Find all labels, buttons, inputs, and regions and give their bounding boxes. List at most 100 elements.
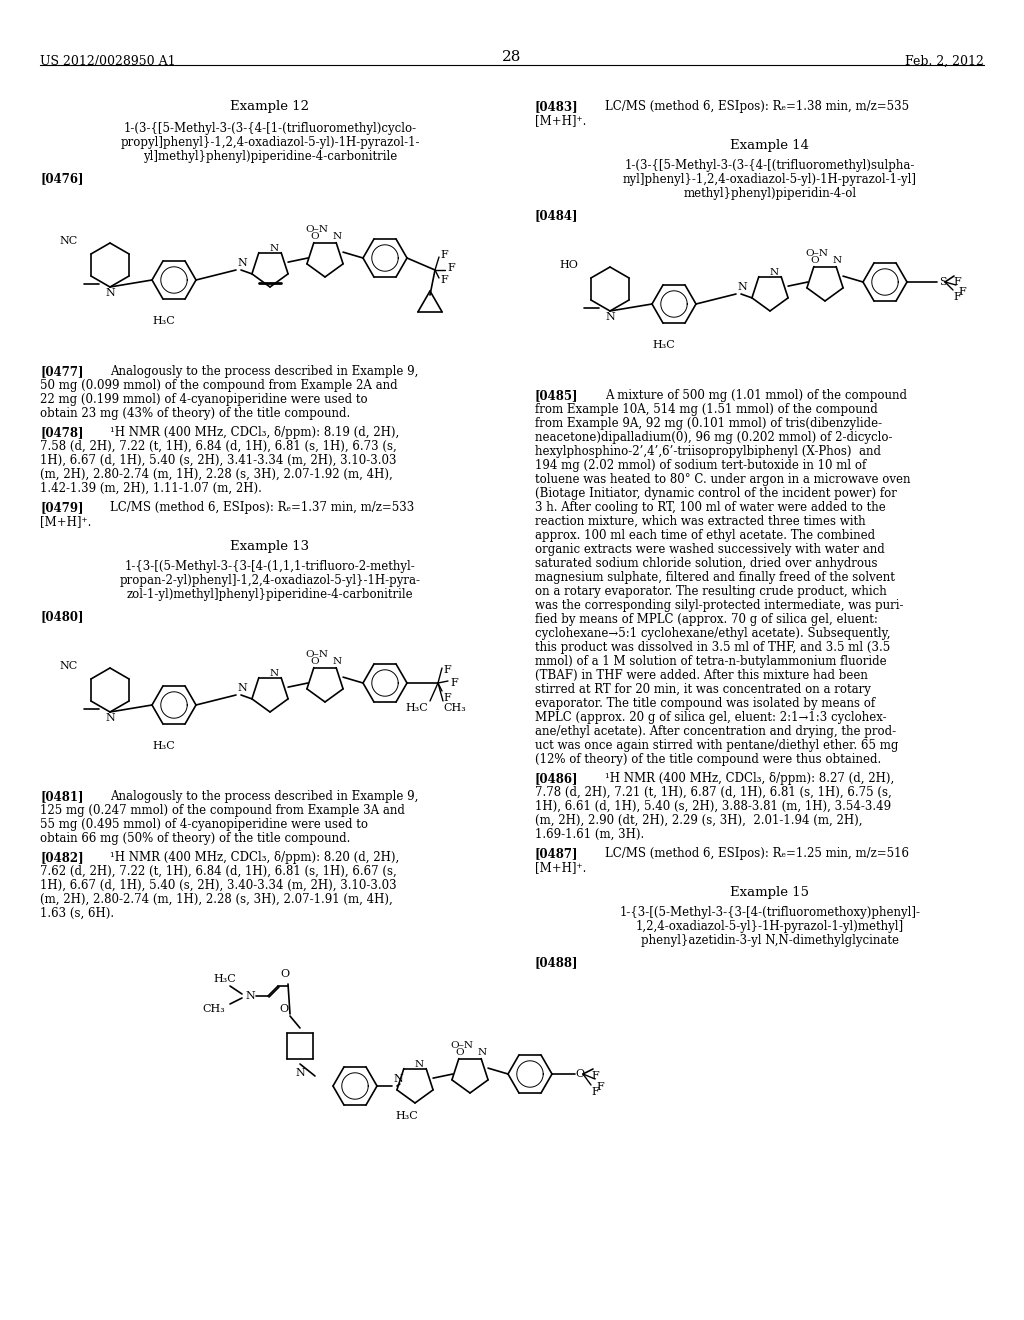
Text: 50 mg (0.099 mmol) of the compound from Example 2A and: 50 mg (0.099 mmol) of the compound from … [40, 379, 397, 392]
Text: nyl]phenyl}-1,2,4-oxadiazol-5-yl)-1H-pyrazol-1-yl]: nyl]phenyl}-1,2,4-oxadiazol-5-yl)-1H-pyr… [623, 173, 918, 186]
Text: O–N: O–N [806, 249, 828, 257]
Text: O–N: O–N [451, 1041, 473, 1049]
Text: (TBAF) in THF were added. After this mixture had been: (TBAF) in THF were added. After this mix… [535, 669, 868, 682]
Text: this product was dissolved in 3.5 ml of THF, and 3.5 ml (3.5: this product was dissolved in 3.5 ml of … [535, 642, 890, 653]
Text: 194 mg (2.02 mmol) of sodium tert-butoxide in 10 ml of: 194 mg (2.02 mmol) of sodium tert-butoxi… [535, 459, 866, 473]
Text: 22 mg (0.199 mmol) of 4-cyanopiperidine were used to: 22 mg (0.199 mmol) of 4-cyanopiperidine … [40, 393, 368, 407]
Text: reaction mixture, which was extracted three times with: reaction mixture, which was extracted th… [535, 515, 865, 528]
Text: LC/MS (method 6, ESIpos): Rₑ=1.37 min, m/z=533: LC/MS (method 6, ESIpos): Rₑ=1.37 min, m… [110, 502, 415, 513]
Text: 1,2,4-oxadiazol-5-yl}-1H-pyrazol-1-yl)methyl]: 1,2,4-oxadiazol-5-yl}-1H-pyrazol-1-yl)me… [636, 920, 904, 933]
Text: O: O [810, 256, 819, 265]
Text: organic extracts were washed successively with water and: organic extracts were washed successivel… [535, 543, 885, 556]
Text: F: F [450, 678, 458, 688]
Text: 1.42-1.39 (m, 2H), 1.11-1.07 (m, 2H).: 1.42-1.39 (m, 2H), 1.11-1.07 (m, 2H). [40, 482, 262, 495]
Text: US 2012/0028950 A1: US 2012/0028950 A1 [40, 55, 176, 69]
Text: saturated sodium chloride solution, dried over anhydrous: saturated sodium chloride solution, drie… [535, 557, 878, 570]
Text: magnesium sulphate, filtered and finally freed of the solvent: magnesium sulphate, filtered and finally… [535, 572, 895, 583]
Text: N: N [333, 232, 342, 242]
Text: N: N [769, 268, 778, 277]
Text: phenyl}azetidin-3-yl N,N-dimethylglycinate: phenyl}azetidin-3-yl N,N-dimethylglycina… [641, 935, 899, 946]
Text: F: F [440, 249, 447, 260]
Text: O: O [310, 657, 319, 667]
Text: Example 12: Example 12 [230, 100, 309, 114]
Text: was the corresponding silyl-protected intermediate, was puri-: was the corresponding silyl-protected in… [535, 599, 903, 612]
Text: (m, 2H), 2.80-2.74 (m, 1H), 2.28 (s, 3H), 2.07-1.91 (m, 4H),: (m, 2H), 2.80-2.74 (m, 1H), 2.28 (s, 3H)… [40, 894, 393, 906]
Text: ¹H NMR (400 MHz, CDCl₃, δ/ppm): 8.19 (d, 2H),: ¹H NMR (400 MHz, CDCl₃, δ/ppm): 8.19 (d,… [110, 426, 399, 440]
Text: LC/MS (method 6, ESIpos): Rₑ=1.38 min, m/z=535: LC/MS (method 6, ESIpos): Rₑ=1.38 min, m… [605, 100, 909, 114]
Text: H₃C: H₃C [406, 704, 428, 713]
Text: methyl}phenyl)piperidin-4-ol: methyl}phenyl)piperidin-4-ol [683, 187, 856, 201]
Text: 1-(3-{[5-Methyl-3-(3-{4-[(trifluoromethyl)sulpha-: 1-(3-{[5-Methyl-3-(3-{4-[(trifluoromethy… [625, 158, 915, 172]
Text: N: N [245, 991, 255, 1001]
Text: Example 15: Example 15 [730, 886, 810, 899]
Text: N: N [333, 657, 342, 667]
Text: H₃C: H₃C [153, 741, 175, 751]
Text: F: F [440, 275, 447, 285]
Text: O: O [575, 1069, 584, 1078]
Text: hexylphosphino-2’,4’,6’-triisopropylbiphenyl (X-Phos)  and: hexylphosphino-2’,4’,6’-triisopropylbiph… [535, 445, 881, 458]
Text: ¹H NMR (400 MHz, CDCl₃, δ/ppm): 8.20 (d, 2H),: ¹H NMR (400 MHz, CDCl₃, δ/ppm): 8.20 (d,… [110, 851, 399, 865]
Text: H₃C: H₃C [652, 341, 676, 350]
Text: MPLC (approx. 20 g of silica gel, eluent: 2:1→1:3 cyclohex-: MPLC (approx. 20 g of silica gel, eluent… [535, 711, 887, 723]
Text: [0485]: [0485] [535, 389, 579, 403]
Text: F: F [591, 1071, 599, 1081]
Text: A mixture of 500 mg (1.01 mmol) of the compound: A mixture of 500 mg (1.01 mmol) of the c… [605, 389, 907, 403]
Text: N: N [478, 1048, 487, 1057]
Text: 7.78 (d, 2H), 7.21 (t, 1H), 6.87 (d, 1H), 6.81 (s, 1H), 6.75 (s,: 7.78 (d, 2H), 7.21 (t, 1H), 6.87 (d, 1H)… [535, 785, 892, 799]
Text: [0486]: [0486] [535, 772, 579, 785]
Text: ane/ethyl acetate). After concentration and drying, the prod-: ane/ethyl acetate). After concentration … [535, 725, 896, 738]
Text: Feb. 2, 2012: Feb. 2, 2012 [905, 55, 984, 69]
Text: from Example 10A, 514 mg (1.51 mmol) of the compound: from Example 10A, 514 mg (1.51 mmol) of … [535, 403, 878, 416]
Text: F: F [443, 693, 451, 704]
Text: 1-{3-[(5-Methyl-3-{3-[4-(1,1,1-trifluoro-2-methyl-: 1-{3-[(5-Methyl-3-{3-[4-(1,1,1-trifluoro… [125, 560, 416, 573]
Text: Example 13: Example 13 [230, 540, 309, 553]
Text: (12% of theory) of the title compound were thus obtained.: (12% of theory) of the title compound we… [535, 752, 882, 766]
Text: N: N [415, 1060, 424, 1069]
Text: N: N [737, 282, 746, 292]
Text: [0478]: [0478] [40, 426, 84, 440]
Text: [0480]: [0480] [40, 610, 84, 623]
Text: stirred at RT for 20 min, it was concentrated on a rotary: stirred at RT for 20 min, it was concent… [535, 682, 870, 696]
Text: CH₃: CH₃ [203, 1005, 225, 1014]
Text: CH₃: CH₃ [443, 704, 466, 713]
Text: 1.69-1.61 (m, 3H).: 1.69-1.61 (m, 3H). [535, 828, 644, 841]
Text: [0482]: [0482] [40, 851, 84, 865]
Text: F: F [596, 1082, 604, 1092]
Text: toluene was heated to 80° C. under argon in a microwave oven: toluene was heated to 80° C. under argon… [535, 473, 910, 486]
Text: Analogously to the process described in Example 9,: Analogously to the process described in … [110, 789, 419, 803]
Text: ¹H NMR (400 MHz, CDCl₃, δ/ppm): 8.27 (d, 2H),: ¹H NMR (400 MHz, CDCl₃, δ/ppm): 8.27 (d,… [605, 772, 894, 785]
Text: [0481]: [0481] [40, 789, 84, 803]
Text: [0476]: [0476] [40, 172, 84, 185]
Text: cyclohexane→5:1 cyclohexane/ethyl acetate). Subsequently,: cyclohexane→5:1 cyclohexane/ethyl acetat… [535, 627, 891, 640]
Text: (m, 2H), 2.90 (dt, 2H), 2.29 (s, 3H),  2.01-1.94 (m, 2H),: (m, 2H), 2.90 (dt, 2H), 2.29 (s, 3H), 2.… [535, 814, 862, 828]
Text: 1-(3-{[5-Methyl-3-(3-{4-[1-(trifluoromethyl)cyclo-: 1-(3-{[5-Methyl-3-(3-{4-[1-(trifluoromet… [124, 121, 417, 135]
Text: NC: NC [59, 236, 78, 246]
Text: N: N [237, 257, 247, 268]
Text: 3 h. After cooling to RT, 100 ml of water were added to the: 3 h. After cooling to RT, 100 ml of wate… [535, 502, 886, 513]
Text: propan-2-yl)phenyl]-1,2,4-oxadiazol-5-yl}-1H-pyra-: propan-2-yl)phenyl]-1,2,4-oxadiazol-5-yl… [120, 574, 421, 587]
Text: 125 mg (0.247 mmol) of the compound from Example 3A and: 125 mg (0.247 mmol) of the compound from… [40, 804, 404, 817]
Text: [0483]: [0483] [535, 100, 579, 114]
Text: from Example 9A, 92 mg (0.101 mmol) of tris(dibenzylide-: from Example 9A, 92 mg (0.101 mmol) of t… [535, 417, 882, 430]
Text: Example 14: Example 14 [730, 139, 810, 152]
Text: [0484]: [0484] [535, 209, 579, 222]
Text: N: N [269, 244, 279, 253]
Text: propyl]phenyl}-1,2,4-oxadiazol-5-yl)-1H-pyrazol-1-: propyl]phenyl}-1,2,4-oxadiazol-5-yl)-1H-… [120, 136, 420, 149]
Text: [0488]: [0488] [535, 956, 579, 969]
Text: obtain 66 mg (50% of theory) of the title compound.: obtain 66 mg (50% of theory) of the titl… [40, 832, 350, 845]
Text: [M+H]⁺.: [M+H]⁺. [535, 114, 587, 127]
Text: 1-{3-[(5-Methyl-3-{3-[4-(trifluoromethoxy)phenyl]-: 1-{3-[(5-Methyl-3-{3-[4-(trifluoromethox… [620, 906, 921, 919]
Text: N: N [269, 669, 279, 678]
Text: 1H), 6.61 (d, 1H), 5.40 (s, 2H), 3.88-3.81 (m, 1H), 3.54-3.49: 1H), 6.61 (d, 1H), 5.40 (s, 2H), 3.88-3.… [535, 800, 891, 813]
Text: HO: HO [559, 260, 578, 271]
Text: O: O [310, 232, 319, 242]
Text: O–N: O–N [305, 649, 329, 659]
Text: [0479]: [0479] [40, 502, 84, 513]
Text: [M+H]⁺.: [M+H]⁺. [40, 515, 91, 528]
Text: N: N [105, 288, 115, 298]
Text: N: N [605, 312, 614, 322]
Text: LC/MS (method 6, ESIpos): Rₑ=1.25 min, m/z=516: LC/MS (method 6, ESIpos): Rₑ=1.25 min, m… [605, 847, 909, 861]
Text: N: N [295, 1068, 305, 1078]
Text: F: F [443, 665, 451, 675]
Text: 1H), 6.67 (d, 1H), 5.40 (s, 2H), 3.41-3.34 (m, 2H), 3.10-3.03: 1H), 6.67 (d, 1H), 5.40 (s, 2H), 3.41-3.… [40, 454, 396, 467]
